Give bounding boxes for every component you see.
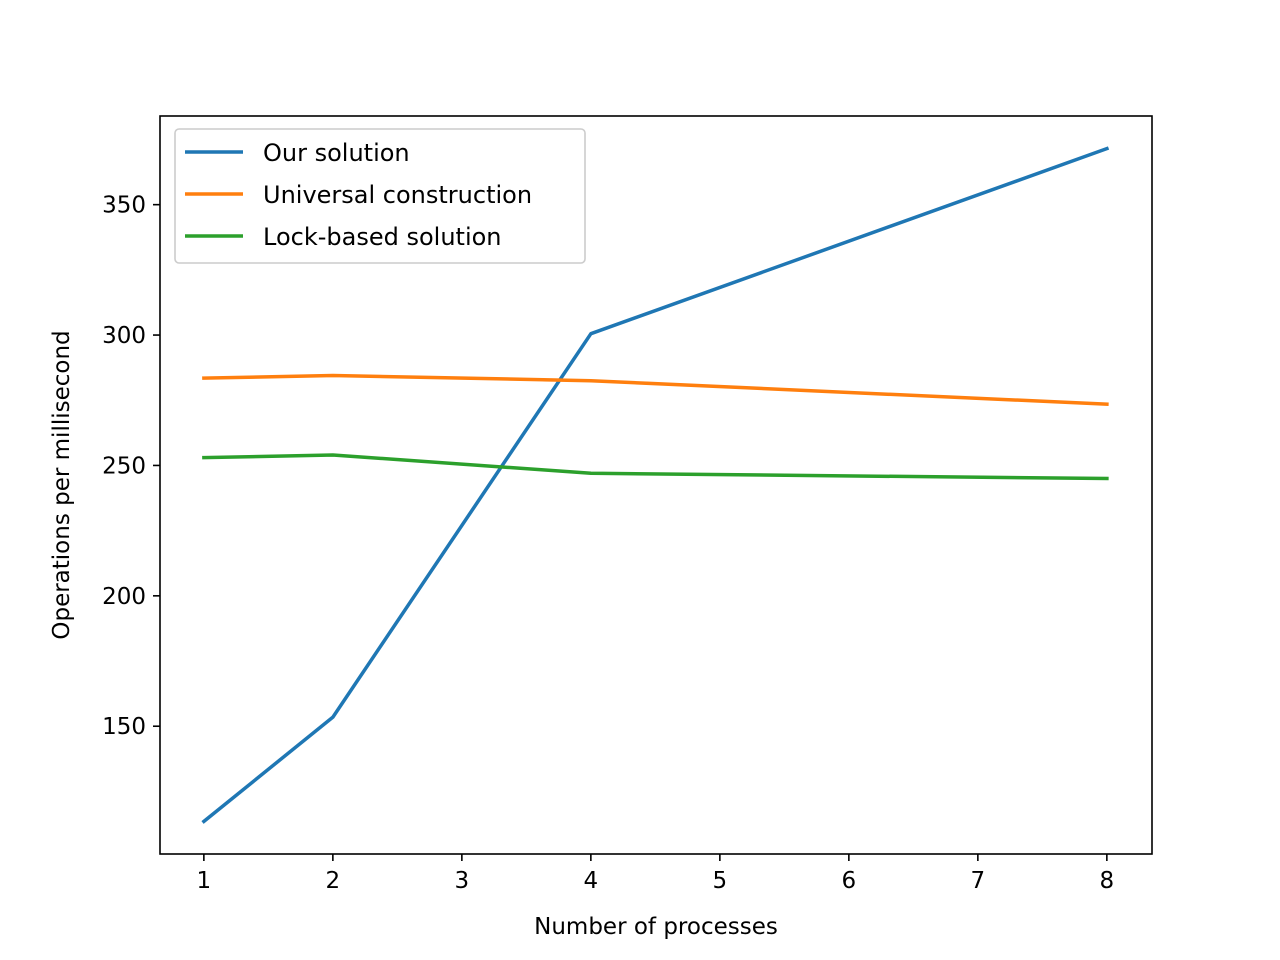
series-line-3: [202, 453, 1109, 481]
x-tick-label: 2: [326, 868, 341, 894]
x-tick-label: 1: [197, 868, 212, 894]
x-axis-label: Number of processes: [534, 914, 778, 940]
legend: Our solution Universal construction Lock-b…: [174, 128, 586, 264]
x-tick-label: 8: [1100, 868, 1115, 894]
legend-entry-label: Universal construction: [263, 181, 532, 209]
series-layer: [201, 146, 1110, 824]
y-tick-label: 200: [102, 584, 146, 610]
y-axis: 150 200 250 300 350: [102, 193, 160, 740]
legend-entry-label: Lock-based solution: [263, 223, 502, 251]
y-axis-label: Operations per millisecond: [49, 330, 75, 639]
legend-entry-label: Our solution: [263, 139, 410, 167]
x-tick-label: 3: [455, 868, 470, 894]
x-tick-label: 6: [842, 868, 857, 894]
x-tick-label: 5: [713, 868, 728, 894]
series-line-2: [202, 373, 1109, 407]
y-tick-label: 250: [102, 453, 146, 479]
plot-frame: [159, 115, 1153, 855]
y-tick-label: 350: [102, 193, 146, 219]
x-tick-label: 4: [584, 868, 599, 894]
legend-box: [174, 128, 586, 264]
series-line-1: [201, 146, 1110, 824]
y-tick-label: 300: [102, 323, 146, 349]
y-tick-label: 150: [102, 714, 146, 740]
x-tick-label: 7: [971, 868, 986, 894]
x-axis: 1 2 3 4 5 6 7 8: [197, 854, 1115, 894]
